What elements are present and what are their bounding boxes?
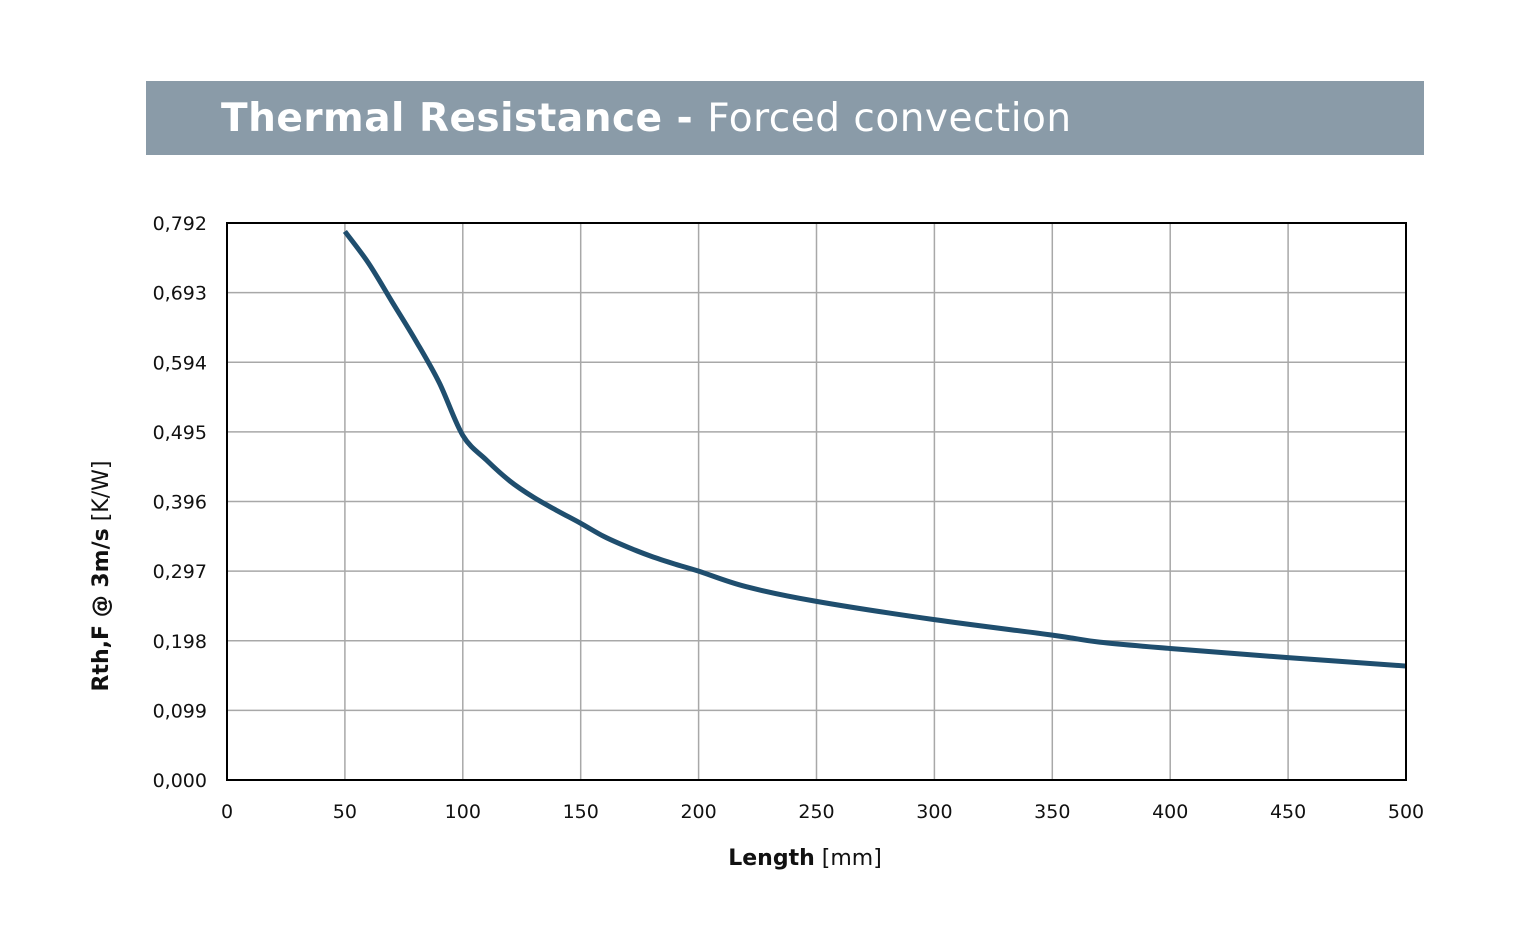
x-tick-label: 450 — [1270, 801, 1306, 823]
x-tick-label: 150 — [563, 801, 599, 823]
y-tick-label: 0,693 — [153, 283, 207, 305]
plot-frame — [226, 222, 1407, 781]
y-axis-title: Rth,F @ 3m/s [K/W] — [89, 461, 114, 692]
chart-title: Thermal Resistance — [221, 95, 663, 141]
x-tick-label: 50 — [333, 801, 357, 823]
x-axis-title: Length [mm] — [728, 846, 882, 871]
y-axis-ticks: 0,000 0,099 0,198 0,297 0,396 0,495 0,594 0,693… — [153, 213, 207, 792]
y-axis-unit: [K/W] — [89, 461, 114, 522]
x-tick-label: 300 — [916, 801, 952, 823]
grid — [226, 222, 1407, 781]
x-tick-label: 0 — [221, 801, 233, 823]
y-axis-title-bold: Rth,F @ 3m/s — [89, 528, 114, 691]
x-tick-label: 500 — [1388, 801, 1424, 823]
x-tick-label: 400 — [1152, 801, 1188, 823]
y-tick-label: 0,396 — [153, 492, 207, 514]
x-tick-label: 350 — [1034, 801, 1070, 823]
x-axis-ticks: 0 50 100 150 200 250 300 350 400 450 500 — [221, 801, 1424, 823]
chart-subtitle: Forced convection — [707, 95, 1072, 141]
y-tick-label: 0,792 — [153, 213, 207, 235]
series-layer — [342, 229, 1407, 669]
series-line — [342, 229, 1407, 669]
x-axis-unit: [mm] — [822, 846, 882, 871]
y-tick-label: 0,495 — [153, 422, 207, 444]
chart-title-separator: - — [676, 95, 694, 141]
x-axis-title-bold: Length — [728, 846, 815, 871]
chart-title-banner: Thermal Resistance - Forced convection — [146, 81, 1424, 155]
y-tick-label: 0,297 — [153, 561, 207, 583]
x-tick-label: 250 — [798, 801, 834, 823]
y-tick-label: 0,594 — [153, 352, 207, 374]
y-tick-label: 0,099 — [153, 700, 207, 722]
y-tick-label: 0,000 — [153, 770, 207, 792]
x-tick-label: 200 — [680, 801, 716, 823]
y-tick-label: 0,198 — [153, 631, 207, 653]
x-tick-label: 100 — [445, 801, 481, 823]
